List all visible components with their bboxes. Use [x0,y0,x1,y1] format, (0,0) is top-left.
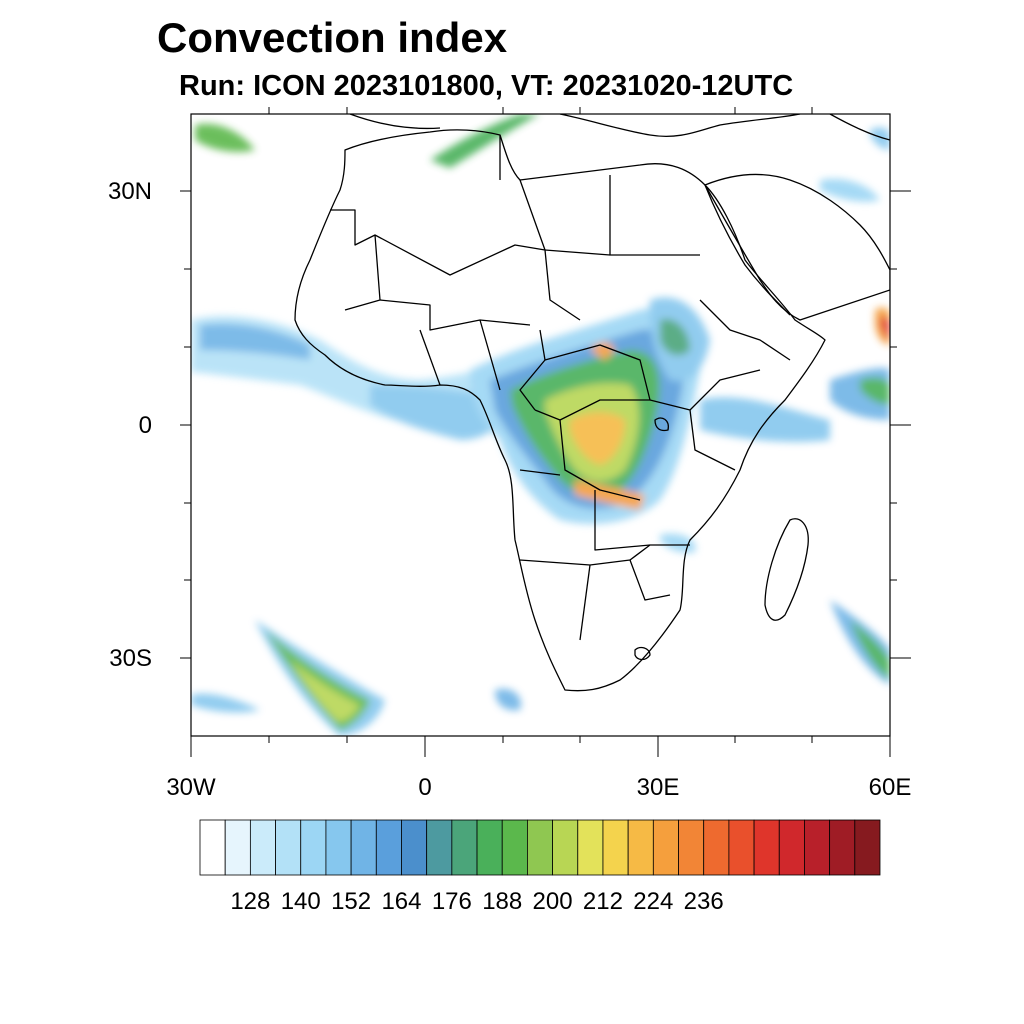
colorbar-swatch [778,819,805,876]
colorbar-swatch [501,819,528,876]
lon-label-0: 0 [418,774,432,801]
colorbar-swatch [627,819,654,876]
colorbar-swatch [275,819,302,876]
colorbar-label: 200 [532,888,573,915]
colorbar-swatch [652,819,679,876]
colorbar-label: 212 [582,888,623,915]
colorbar-swatch [703,819,730,876]
lon-label-30e: 30E [636,774,680,801]
colorbar-swatch [728,819,755,876]
colorbar-label: 188 [482,888,523,915]
colorbar-swatch [527,819,553,876]
lon-label-60e: 60E [868,774,912,801]
colorbar-swatch [577,819,604,876]
lat-label-0: 0 [138,412,152,439]
colorbar-label: 224 [633,888,674,915]
colorbar-swatch [300,819,327,876]
colorbar-swatch [224,819,251,876]
colorbar-swatch [451,819,478,876]
colorbar-swatch [804,819,831,876]
colorbar-swatch [854,819,881,876]
colorbar-swatch [602,819,629,876]
colorbar-swatch [249,819,276,876]
colorbar-swatch [350,819,377,876]
lon-label-30w: 30W [166,774,216,801]
colorbar-label: 152 [331,888,372,915]
lat-label-30n: 30N [107,178,152,205]
map-title: Convection index [157,14,508,61]
map-subtitle: Run: ICON 2023101800, VT: 20231020-12UTC [179,70,794,102]
colorbar [199,819,881,876]
colorbar-label: 164 [381,888,422,915]
colorbar-swatch [753,819,780,876]
colorbar-swatch [199,819,226,876]
colorbar-label: 236 [683,888,724,915]
colorbar-swatch [552,819,579,876]
colorbar-label: 140 [280,888,321,915]
colorbar-swatch [426,819,453,876]
convection-field [191,114,890,736]
lat-label-30s: 30S [109,645,152,672]
colorbar-label: 176 [431,888,472,915]
coastlines-borders [294,114,890,692]
colorbar-swatch [401,819,428,876]
colorbar-swatch [375,819,402,876]
colorbar-swatch [476,819,503,876]
axis-ticks [180,107,911,757]
colorbar-swatch [325,819,352,876]
colorbar-label: 128 [230,888,271,915]
colorbar-swatch [829,819,856,876]
colorbar-swatch [678,819,705,876]
